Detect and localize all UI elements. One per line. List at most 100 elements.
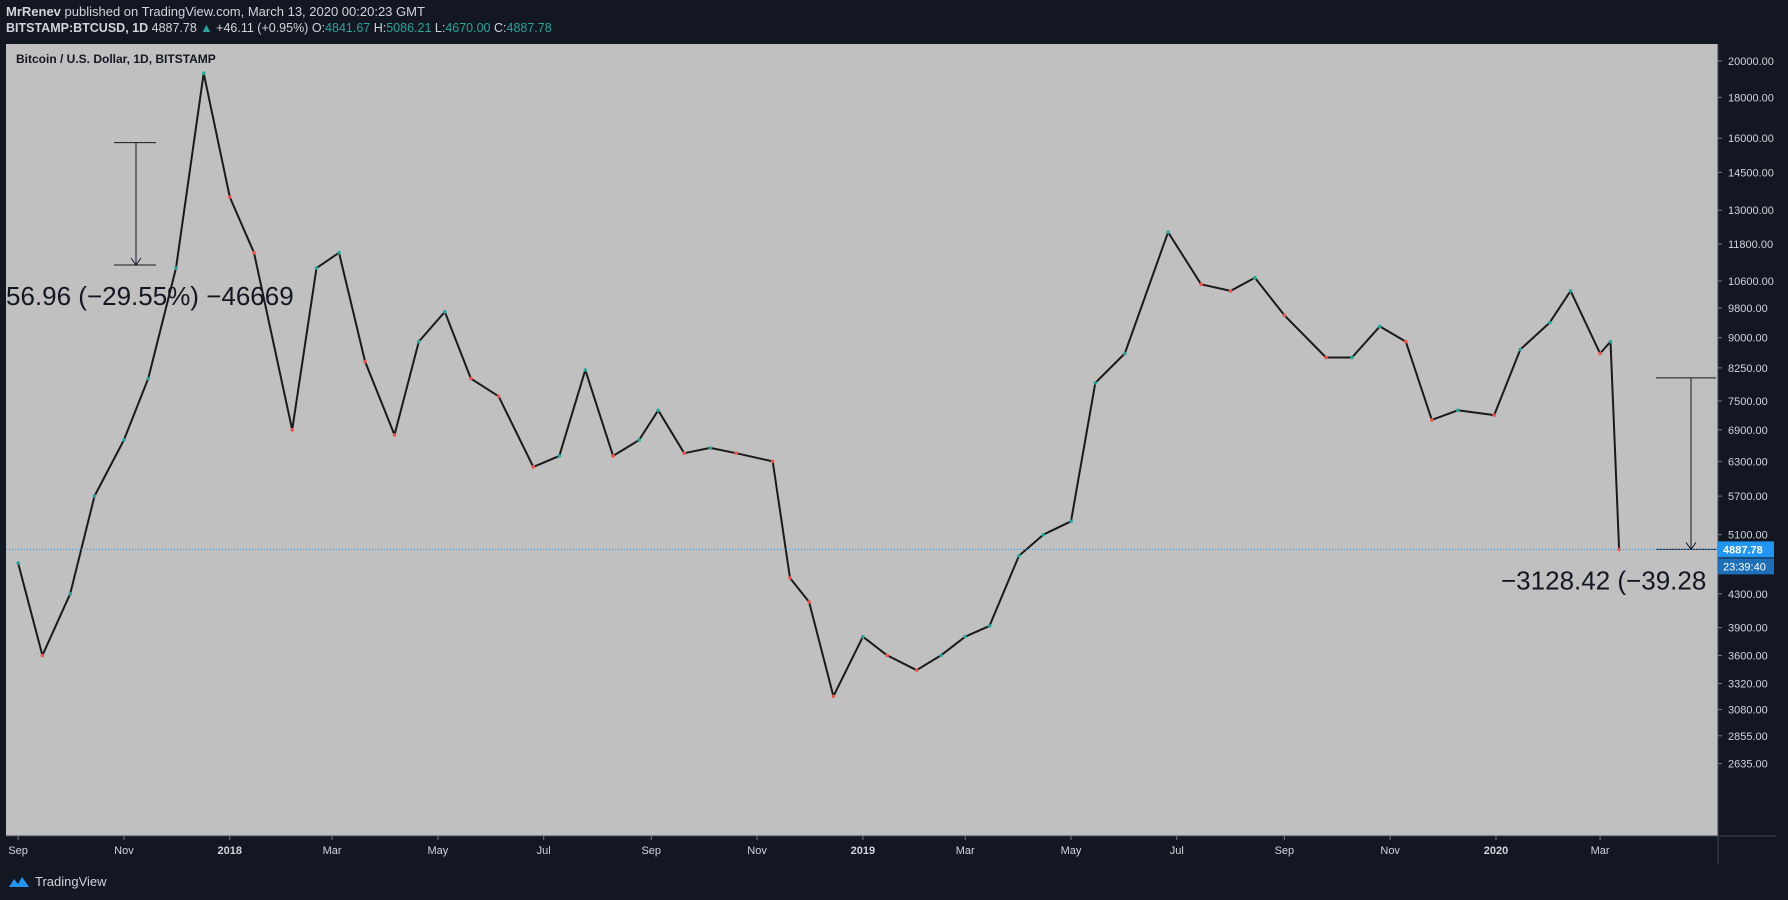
y-tick-label: 5700.00 bbox=[1728, 491, 1768, 503]
y-tick-label: 3900.00 bbox=[1728, 623, 1768, 635]
y-tick-label: 13000.00 bbox=[1728, 205, 1774, 217]
price-point bbox=[146, 376, 151, 381]
price-point bbox=[1350, 355, 1354, 360]
price-point bbox=[1429, 418, 1434, 422]
price-point bbox=[583, 368, 588, 372]
x-tick-label: May bbox=[1061, 845, 1082, 857]
y-axis-ticks: 20000.00 18000.00 16000.00 14500.00 13000.00… bbox=[1718, 56, 1774, 771]
price-point bbox=[914, 668, 919, 672]
price-point bbox=[770, 459, 775, 464]
price-change: +46.11 (+0.95%) bbox=[216, 21, 309, 35]
x-tick-label: Sep bbox=[641, 845, 661, 857]
price-point bbox=[1093, 381, 1098, 385]
published-info: MrRenev published on TradingView.com, Ma… bbox=[6, 4, 425, 19]
y-tick-label: 18000.00 bbox=[1728, 92, 1774, 104]
price-point bbox=[40, 653, 45, 658]
price-point bbox=[363, 359, 367, 364]
price-point bbox=[1568, 289, 1573, 293]
price-point bbox=[831, 694, 836, 699]
close-label: C: bbox=[494, 21, 507, 35]
price-point bbox=[469, 376, 473, 381]
price-point bbox=[1069, 519, 1073, 524]
price-point bbox=[1324, 355, 1328, 360]
measure-arrow-icon bbox=[1685, 542, 1697, 551]
y-tick-label: 6300.00 bbox=[1728, 456, 1768, 468]
open-value: 4841.67 bbox=[325, 21, 371, 35]
x-tick-label: Jul bbox=[1170, 845, 1184, 857]
tradingview-logo-icon bbox=[9, 876, 29, 887]
last-price-tag bbox=[1718, 541, 1774, 558]
y-tick-label: 9800.00 bbox=[1728, 303, 1768, 315]
measure-arrow-icon bbox=[130, 257, 142, 266]
price-point bbox=[682, 451, 687, 456]
price-point bbox=[1492, 413, 1497, 417]
price-point bbox=[201, 71, 206, 76]
y-tick-label: 3600.00 bbox=[1728, 650, 1768, 662]
price-point bbox=[1403, 339, 1408, 344]
low-label: L: bbox=[434, 21, 446, 35]
price-axis[interactable] bbox=[1718, 44, 1776, 836]
price-point bbox=[1456, 408, 1460, 413]
price-point bbox=[1228, 289, 1233, 293]
price-point bbox=[290, 428, 295, 432]
price-tags: 4887.78 23:39:40 bbox=[6, 541, 1774, 575]
price-series bbox=[16, 71, 1621, 699]
measure-annotations[interactable]: 56.96 (−29.55%) −46669 −3128.42 (−39.28 bbox=[6, 142, 1716, 596]
y-tick-label: 7500.00 bbox=[1728, 396, 1768, 408]
price-point bbox=[392, 433, 397, 437]
price-point bbox=[637, 438, 641, 442]
price-point bbox=[611, 454, 615, 458]
price-point bbox=[656, 408, 660, 413]
measure-label: −3128.42 (−39.28 bbox=[1501, 565, 1706, 595]
price-point bbox=[1518, 347, 1523, 352]
x-tick-label: Mar bbox=[956, 845, 975, 857]
time-axis[interactable] bbox=[6, 836, 1776, 864]
price-chart[interactable]: Bitcoin / U.S. Dollar, 1D, BITSTAMP 2000… bbox=[6, 44, 1776, 864]
x-tick-label: Nov bbox=[1380, 845, 1400, 857]
price-point bbox=[1253, 275, 1257, 280]
countdown-tag bbox=[1718, 558, 1774, 575]
price-point bbox=[1199, 282, 1203, 287]
price-point bbox=[885, 653, 889, 658]
price-point bbox=[807, 600, 811, 604]
author-name[interactable]: MrRenev bbox=[6, 4, 61, 19]
y-tick-label: 4300.00 bbox=[1728, 589, 1768, 601]
y-tick-label: 5100.00 bbox=[1728, 530, 1768, 542]
price-point bbox=[1122, 351, 1127, 356]
price-point bbox=[443, 309, 447, 314]
price-point bbox=[557, 454, 562, 458]
footer: TradingView bbox=[0, 864, 1788, 900]
price-point bbox=[252, 250, 256, 255]
x-axis-ticks: Sep Nov 2018 Mar May Jul Sep Nov 2019 Mar May Jul Se… bbox=[8, 836, 1610, 857]
countdown-tag-label: 23:39:40 bbox=[1723, 561, 1766, 573]
price-point bbox=[987, 624, 992, 628]
tradingview-brand[interactable]: TradingView bbox=[8, 874, 107, 889]
chart-title: Bitcoin / U.S. Dollar, 1D, BITSTAMP bbox=[16, 52, 216, 66]
y-tick-label: 16000.00 bbox=[1728, 133, 1774, 145]
plot-area[interactable] bbox=[6, 44, 1718, 836]
price-point bbox=[1377, 324, 1382, 329]
y-tick-label: 2635.00 bbox=[1728, 759, 1768, 771]
price-point bbox=[92, 494, 97, 498]
ohlc-legend: BITSTAMP:BTCUSD, 1D 4887.78 ▲ +46.11 (+0… bbox=[6, 21, 552, 35]
x-tick-label: Sep bbox=[8, 845, 28, 857]
chart-header: MrRenev published on TradingView.com, Ma… bbox=[0, 0, 1788, 44]
y-tick-label: 20000.00 bbox=[1728, 56, 1774, 68]
y-tick-label: 3080.00 bbox=[1728, 705, 1768, 717]
y-tick-label: 8250.00 bbox=[1728, 363, 1768, 375]
symbol-label[interactable]: BITSTAMP:BTCUSD, 1D bbox=[6, 21, 149, 35]
chart-frame[interactable]: Bitcoin / U.S. Dollar, 1D, BITSTAMP 2000… bbox=[6, 44, 1776, 864]
price-point bbox=[227, 195, 232, 199]
price-point bbox=[708, 446, 713, 450]
price-point bbox=[1547, 320, 1552, 325]
measure-label: 56.96 (−29.55%) −46669 bbox=[6, 281, 294, 311]
y-tick-label: 14500.00 bbox=[1728, 167, 1774, 179]
high-label: H: bbox=[373, 21, 387, 35]
price-point bbox=[496, 394, 501, 399]
low-value: 4670.00 bbox=[445, 21, 491, 35]
price-point bbox=[417, 339, 421, 344]
x-tick-label: 2018 bbox=[218, 845, 242, 857]
brand-label: TradingView bbox=[35, 874, 107, 889]
close-value: 4887.78 bbox=[506, 21, 552, 35]
price-point bbox=[337, 250, 341, 255]
